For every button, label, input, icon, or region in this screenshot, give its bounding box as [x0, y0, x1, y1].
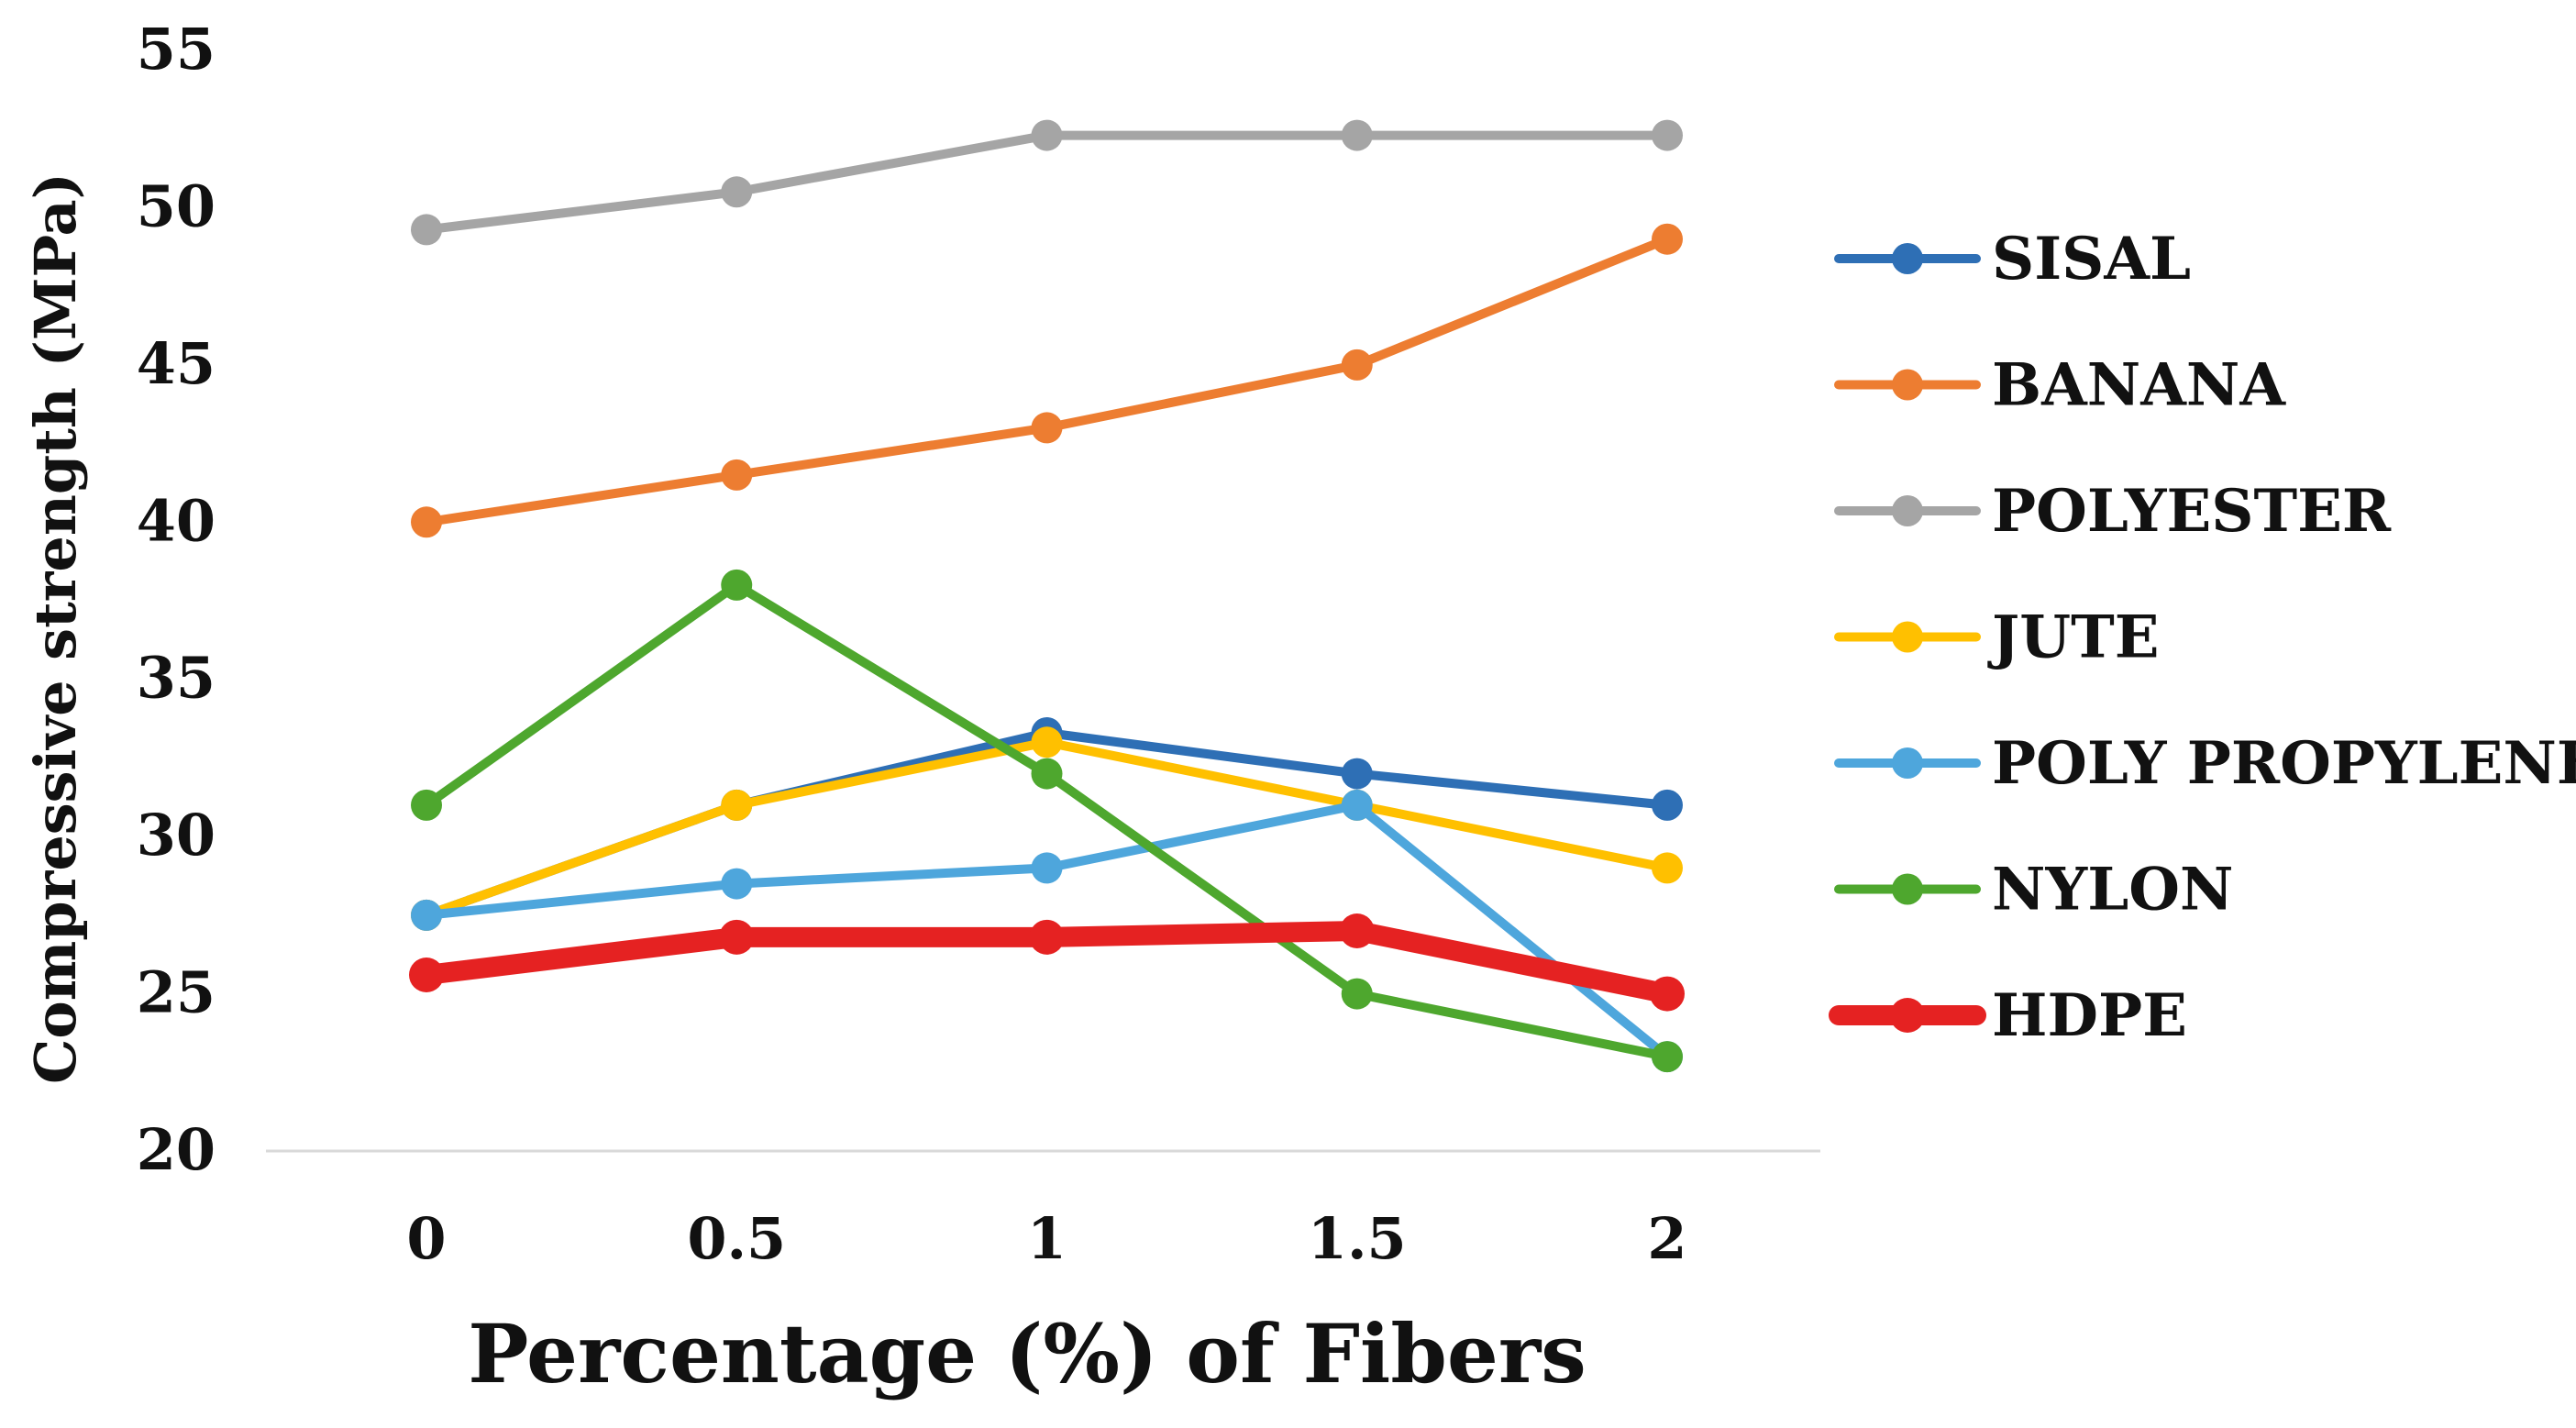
x-tick-label: 0.5	[687, 1205, 786, 1272]
legend-item: HDPE	[1829, 981, 2187, 1050]
legend-label: NYLON	[1992, 856, 2233, 924]
data-point	[1652, 1041, 1683, 1073]
data-point	[1339, 913, 1375, 948]
y-tick-label: 40	[137, 487, 216, 554]
x-tick-label: 0	[406, 1205, 446, 1272]
data-point	[411, 789, 442, 821]
data-point	[1031, 726, 1063, 758]
legend-item: POLY PROPYLENE	[1834, 729, 2576, 798]
x-tick-label: 1.5	[1308, 1205, 1407, 1272]
legend-swatch-marker	[1890, 998, 1925, 1033]
x-tick-label: 2	[1647, 1205, 1686, 1272]
legend-label: JUTE	[1987, 603, 2160, 672]
y-tick-label: 20	[137, 1116, 216, 1183]
data-point	[1652, 789, 1683, 821]
data-point	[719, 919, 755, 955]
data-point	[1341, 789, 1373, 821]
y-tick-label: 35	[137, 645, 216, 712]
legend-swatch-marker	[1892, 873, 1923, 905]
data-point	[1341, 119, 1373, 151]
x-tick-label: 1	[1027, 1205, 1067, 1272]
data-point	[721, 569, 753, 601]
y-tick-label: 55	[137, 16, 216, 83]
data-point	[1652, 223, 1683, 255]
series-hdpe	[409, 913, 1685, 1012]
legend-swatch-marker	[1892, 243, 1923, 274]
x-tick-labels: 0 0.5 1 1.5 2	[406, 1205, 1686, 1272]
y-tick-label: 25	[137, 959, 216, 1026]
data-point	[1650, 976, 1685, 1012]
legend-item: NYLON	[1834, 856, 2233, 924]
data-point	[1031, 119, 1063, 151]
data-point	[1341, 758, 1373, 790]
series-line	[422, 580, 1672, 1062]
series-banana	[411, 223, 1683, 538]
data-point	[411, 506, 442, 538]
legend-swatch-marker	[1892, 369, 1923, 401]
data-point	[721, 176, 753, 208]
legend-label: SISAL	[1992, 225, 2191, 293]
legend: SISAL BANANA POLYESTER JUTE POLY PROPYLENE NY…	[1829, 225, 2576, 1050]
data-point	[1652, 852, 1683, 884]
legend-label: POLY PROPYLENE	[1992, 729, 2576, 798]
data-point	[1029, 919, 1065, 955]
legend-item: POLYESTER	[1834, 477, 2392, 546]
legend-swatch-marker	[1892, 495, 1923, 526]
data-point	[721, 868, 753, 900]
series-nylon	[411, 569, 1683, 1073]
y-axis-title: Compressive strength (MPa)	[22, 172, 89, 1084]
legend-swatch-marker	[1892, 621, 1923, 653]
data-point	[721, 789, 753, 821]
y-tick-label: 30	[137, 802, 216, 869]
data-point	[1031, 852, 1063, 884]
legend-swatch-marker	[1892, 747, 1923, 779]
series-line	[422, 234, 1672, 527]
data-point	[1341, 978, 1373, 1010]
legend-item: BANANA	[1834, 351, 2286, 420]
data-point	[1652, 119, 1683, 151]
series-polyester	[411, 119, 1683, 246]
series-layer	[409, 119, 1685, 1073]
y-tick-label: 50	[137, 172, 216, 239]
y-tick-labels: 20 25 30 35 40 45 50 55	[137, 16, 216, 1183]
legend-item: JUTE	[1834, 603, 2160, 672]
data-point	[721, 459, 753, 491]
data-point	[409, 958, 444, 992]
legend-item: SISAL	[1834, 225, 2191, 293]
x-axis-title: Percentage (%) of Fibers	[468, 1306, 1587, 1401]
legend-label: HDPE	[1992, 981, 2187, 1050]
data-point	[1341, 349, 1373, 381]
data-point	[1031, 758, 1063, 790]
data-point	[1031, 412, 1063, 444]
legend-label: POLYESTER	[1992, 477, 2392, 546]
y-tick-label: 45	[137, 330, 216, 397]
legend-label: BANANA	[1992, 351, 2286, 420]
data-point	[411, 899, 442, 931]
data-point	[411, 214, 442, 246]
